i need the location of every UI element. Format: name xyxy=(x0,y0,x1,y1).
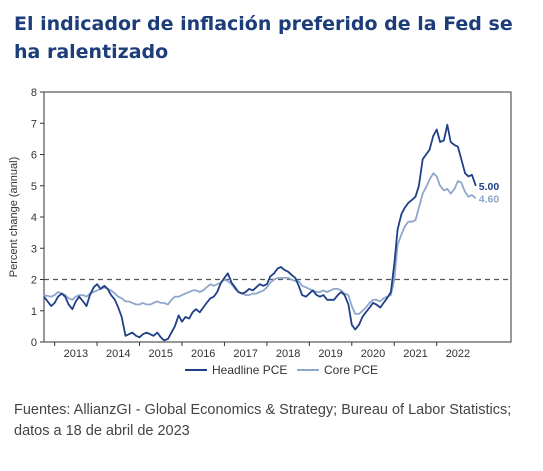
legend-label-core: Core PCE xyxy=(324,363,378,377)
y-tick-label: 0 xyxy=(31,337,37,349)
series-layer xyxy=(43,123,477,342)
x-tick-label: 2014 xyxy=(106,348,130,360)
y-axis-label: Percent change (annual) xyxy=(8,157,20,277)
source-note: Fuentes: AllianzGI - Global Economics & … xyxy=(14,402,512,439)
end-value-label: 4.60 xyxy=(479,193,500,205)
y-tick-label: 8 xyxy=(31,87,37,99)
x-tick-label: 2021 xyxy=(403,348,427,360)
x-tick-label: 2013 xyxy=(64,348,88,360)
x-axis-ticks: 2013 2014 2015 2016 2017 2018 2019 2020 2021 2022 xyxy=(54,342,470,360)
chart-title: El indicador de inflación preferido de l… xyxy=(14,13,513,63)
x-tick-label: 2019 xyxy=(318,348,342,360)
y-axis-ticks: 0 1 2 3 4 5 6 7 8 xyxy=(31,87,44,349)
legend-label-headline: Headline PCE xyxy=(212,363,287,377)
end-labels: 4.605.00 xyxy=(479,181,500,206)
y-tick-label: 5 xyxy=(31,181,37,193)
x-tick-label: 2017 xyxy=(233,348,257,360)
x-tick-label: 2020 xyxy=(361,348,385,360)
y-tick-label: 1 xyxy=(31,306,37,318)
legend: Headline PCE Core PCE xyxy=(185,363,378,377)
series-line-headline-pce xyxy=(43,123,477,342)
x-tick-label: 2018 xyxy=(276,348,300,360)
x-tick-label: 2015 xyxy=(149,348,173,360)
y-tick-label: 2 xyxy=(31,275,37,287)
y-tick-label: 6 xyxy=(31,150,37,162)
plot-frame xyxy=(43,91,512,343)
x-tick-label: 2016 xyxy=(191,348,215,360)
series-line-core-pce xyxy=(43,172,477,315)
end-value-label: 5.00 xyxy=(479,181,500,193)
y-tick-label: 7 xyxy=(31,118,37,130)
x-tick-label: 2022 xyxy=(446,348,470,360)
y-tick-label: 3 xyxy=(31,243,37,255)
y-tick-label: 4 xyxy=(31,212,37,224)
